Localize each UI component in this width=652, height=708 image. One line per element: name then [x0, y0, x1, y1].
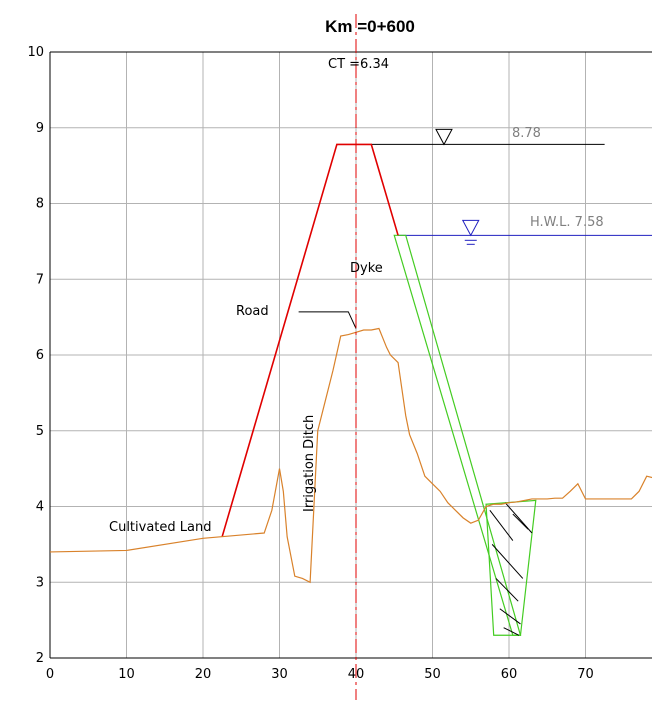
ground-profile	[49, 327, 652, 584]
irrigation-ditch-label: Irrigation Ditch	[302, 415, 317, 512]
x-tick-label: 30	[271, 667, 288, 682]
x-tick-label: 50	[424, 667, 441, 682]
y-tick-label: 3	[36, 575, 44, 590]
y-tick-label: 8	[36, 197, 44, 212]
grid	[50, 52, 652, 658]
x-tick-label: 10	[118, 667, 135, 682]
y-tick-label: 9	[36, 121, 44, 136]
y-tick-label: 6	[36, 348, 44, 363]
crest-level-label: 8.78	[512, 126, 541, 141]
excavation-outline	[485, 499, 537, 636]
road-label: Road	[236, 304, 269, 319]
crest-level-triangle	[435, 128, 453, 146]
road-leader	[298, 311, 357, 329]
y-tick-label: 7	[36, 272, 44, 287]
x-tick-label: 70	[577, 667, 594, 682]
y-tick-label: 4	[36, 500, 44, 515]
cultivated-land-label: Cultivated Land	[109, 520, 211, 535]
green-strip	[393, 234, 522, 636]
axes-frame	[49, 51, 652, 659]
hwl-label: H.W.L. 7.58	[530, 215, 604, 230]
dyke-outline	[221, 143, 399, 538]
hatch-line	[489, 509, 514, 541]
centerline-label: CT =6.34	[328, 57, 389, 72]
x-tick-label: 0	[46, 667, 54, 682]
y-tick-label: 10	[27, 45, 44, 60]
hatch-line	[512, 513, 529, 530]
hatch-line	[499, 608, 521, 625]
hwl-triangle	[461, 219, 480, 237]
tick-labels: 010203040506070802345678910	[27, 45, 594, 682]
hatch-line	[495, 578, 519, 602]
profile-layers	[49, 14, 652, 700]
dyke-label: Dyke	[350, 261, 383, 276]
chart-title: Km =0+600	[325, 17, 415, 36]
hatch-line	[503, 627, 520, 636]
x-tick-label: 20	[195, 667, 212, 682]
y-tick-label: 5	[36, 424, 44, 439]
y-tick-label: 2	[36, 651, 44, 666]
x-tick-label: 60	[501, 667, 518, 682]
hatch-line	[491, 544, 524, 579]
